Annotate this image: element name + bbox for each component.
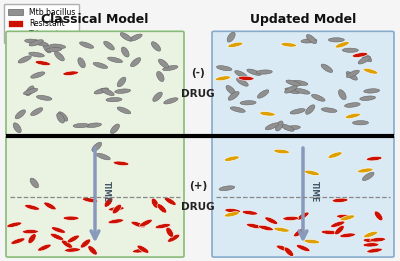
Text: Classical Model: Classical Model	[41, 13, 149, 26]
Text: DRUG: DRUG	[181, 202, 215, 212]
Text: TIME: TIME	[310, 181, 319, 202]
Text: TIME: TIME	[102, 181, 111, 202]
Text: (-): (-)	[191, 68, 205, 78]
Text: DRUG: DRUG	[181, 89, 215, 99]
Text: Updated Model: Updated Model	[250, 13, 356, 26]
Legend: Mtb bacillus, Resistant, Tolerant: Mtb bacillus, Resistant, Tolerant	[4, 4, 79, 43]
Text: (+): (+)	[189, 181, 207, 191]
